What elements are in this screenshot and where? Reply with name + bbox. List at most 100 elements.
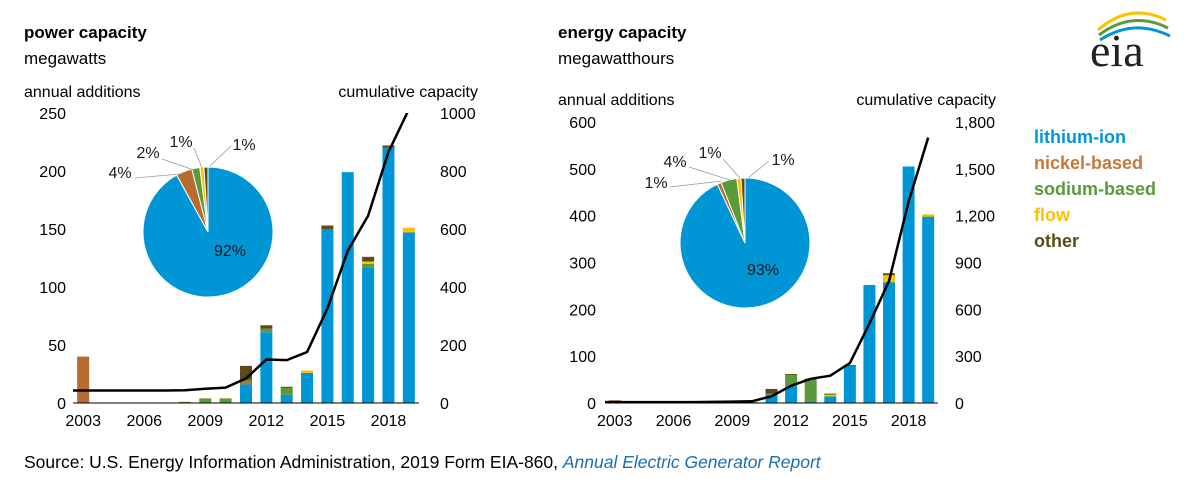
chart2-x-tick-label: 2012 xyxy=(773,413,809,430)
chart2-bar-sodium-based xyxy=(765,393,778,395)
chart1-right-tick-label: 1000 xyxy=(440,106,476,123)
chart1-bar-lithium-ion xyxy=(301,372,314,403)
chart1-left-tick-label: 50 xyxy=(48,338,66,355)
chart1-pie-label: 4% xyxy=(108,165,131,182)
chart1-bar-nickel-based xyxy=(77,356,90,403)
chart2-subtitle: megawatthours xyxy=(558,49,674,68)
chart1-bar-sodium-based xyxy=(362,263,375,268)
legend: lithium-ion nickel-based sodium-based flow o… xyxy=(1034,127,1156,251)
chart1-x-tick-label: 2015 xyxy=(310,413,346,430)
chart2-pie-label: 93% xyxy=(747,262,779,279)
chart2-right-tick-label: 0 xyxy=(955,396,964,413)
chart1-pie-slice-other xyxy=(203,166,209,233)
chart2-pie-leader-line xyxy=(669,180,723,188)
chart2-plot: 0 100 200 300 400 500 600 0 300 600 900 1,200 1,500 1… xyxy=(569,115,995,430)
chart1-bar-sodium-based xyxy=(219,398,232,403)
chart2-bar-lithium-ion xyxy=(883,282,896,403)
chart1-title: power capacity xyxy=(24,23,147,42)
chart2-x-tick-label: 2018 xyxy=(891,413,927,430)
chart2-bar-lithium-ion xyxy=(922,216,935,403)
chart2-bar-flow xyxy=(824,394,837,397)
chart1-x-tick-label: 2018 xyxy=(371,413,407,430)
chart1-right-tick-label: 200 xyxy=(440,338,467,355)
chart2-pie-leader-line xyxy=(747,160,770,179)
chart2-left-tick-label: 500 xyxy=(569,162,596,179)
legend-item-nickel-based: nickel-based xyxy=(1034,153,1143,173)
chart1-bar-flow xyxy=(301,370,314,373)
logo-swoosh-yellow xyxy=(1097,11,1167,32)
chart2-bar-other xyxy=(765,388,778,394)
chart2-bar-other xyxy=(824,393,837,395)
chart1-bar-other xyxy=(280,386,293,388)
chart2-bar-lithium-ion xyxy=(765,394,778,403)
chart1-x-tick-label: 2012 xyxy=(249,413,285,430)
chart1-bar-other xyxy=(362,256,375,262)
chart1-bar-other xyxy=(382,145,395,148)
chart1-left-axis-label: annual additions xyxy=(24,84,141,101)
chart1-x-tick-label: 2009 xyxy=(187,413,223,430)
chart2-bar-lithium-ion xyxy=(824,396,837,403)
chart1-bar-sodium-based xyxy=(280,387,293,395)
chart2-right-tick-label: 1,200 xyxy=(955,209,995,226)
chart1-subtitle: megawatts xyxy=(24,49,106,68)
chart2-pie-label: 1% xyxy=(771,152,794,169)
chart1-pie-label: 1% xyxy=(232,137,255,154)
chart1-right-axis-label: cumulative capacity xyxy=(338,84,478,101)
chart1-right-tick-label: 600 xyxy=(440,222,467,239)
legend-item-other: other xyxy=(1034,231,1079,251)
chart1-bar-sodium-based xyxy=(240,379,252,383)
chart2-pie-label: 4% xyxy=(663,154,686,171)
chart1-bar-lithium-ion xyxy=(341,172,354,403)
chart2-bar-flow xyxy=(922,214,935,217)
chart2-left-tick-label: 0 xyxy=(587,396,596,413)
logo-text: eia xyxy=(1090,25,1144,76)
chart2-left-axis-label: annual additions xyxy=(558,92,675,109)
chart2-bar-lithium-ion xyxy=(843,365,856,403)
chart2-bar-other xyxy=(883,273,896,276)
chart1-bar-flow xyxy=(362,261,375,264)
chart1-pie-leader-line xyxy=(193,147,203,169)
chart2-right-tick-label: 600 xyxy=(955,302,982,319)
chart1-bar-sodium-based xyxy=(199,398,212,403)
chart1-bar-lithium-ion xyxy=(280,394,293,403)
chart1-bar-other xyxy=(321,225,334,229)
chart1-pie-leader-line xyxy=(134,173,181,179)
chart2-title: energy capacity xyxy=(558,23,687,42)
chart2-bar-other xyxy=(785,373,798,375)
chart2-right-tick-label: 300 xyxy=(955,349,982,366)
chart1-x-tick-label: 2003 xyxy=(65,413,101,430)
chart1-left-tick-label: 200 xyxy=(39,164,66,181)
chart1-right-tick-label: 0 xyxy=(440,396,449,413)
chart2-pie-label: 1% xyxy=(644,175,667,192)
chart1-bar-lithium-ion xyxy=(321,229,334,403)
chart2-x-tick-label: 2006 xyxy=(656,413,692,430)
chart2-bar-other xyxy=(843,365,856,366)
chart2-left-tick-label: 200 xyxy=(569,302,596,319)
chart2-right-tick-label: 900 xyxy=(955,256,982,273)
chart1-bar-lithium-ion xyxy=(382,147,395,403)
chart2-x-tick-label: 2003 xyxy=(597,413,633,430)
logo-swoosh-blue xyxy=(1099,26,1171,42)
chart2-bar-sodium-based xyxy=(785,374,798,387)
chart1-plot: 0 50 100 150 200 250 0 200 400 600 800 1000 2003 2006… xyxy=(39,106,475,430)
logo-swoosh-green xyxy=(1098,18,1169,37)
chart1-right-tick-label: 400 xyxy=(440,280,467,297)
report-link[interactable]: Annual Electric Generator Report xyxy=(562,452,821,472)
chart1-bar-lithium-ion xyxy=(362,267,375,403)
chart2-left-tick-label: 400 xyxy=(569,209,596,226)
source-note: Source: U.S. Energy Information Administ… xyxy=(24,452,821,473)
chart1-bar-lithium-ion xyxy=(240,384,252,403)
chart2-right-tick-label: 1,800 xyxy=(955,115,995,132)
chart1-pie-leader-line xyxy=(161,158,195,171)
chart1-left-tick-label: 150 xyxy=(39,222,66,239)
chart1-left-tick-label: 250 xyxy=(39,106,66,123)
chart1-bar-flow xyxy=(402,227,415,233)
chart1-left-tick-label: 100 xyxy=(39,280,66,297)
chart2-pie-leader-line xyxy=(722,158,741,179)
chart1-left-tick-label: 0 xyxy=(57,396,66,413)
legend-item-sodium-based: sodium-based xyxy=(1034,179,1156,199)
chart2-bar-lithium-ion xyxy=(902,166,915,403)
chart1-bar-nickel-based xyxy=(240,382,252,385)
legend-item-flow: flow xyxy=(1034,205,1071,225)
chart2-right-tick-label: 1,500 xyxy=(955,162,995,179)
